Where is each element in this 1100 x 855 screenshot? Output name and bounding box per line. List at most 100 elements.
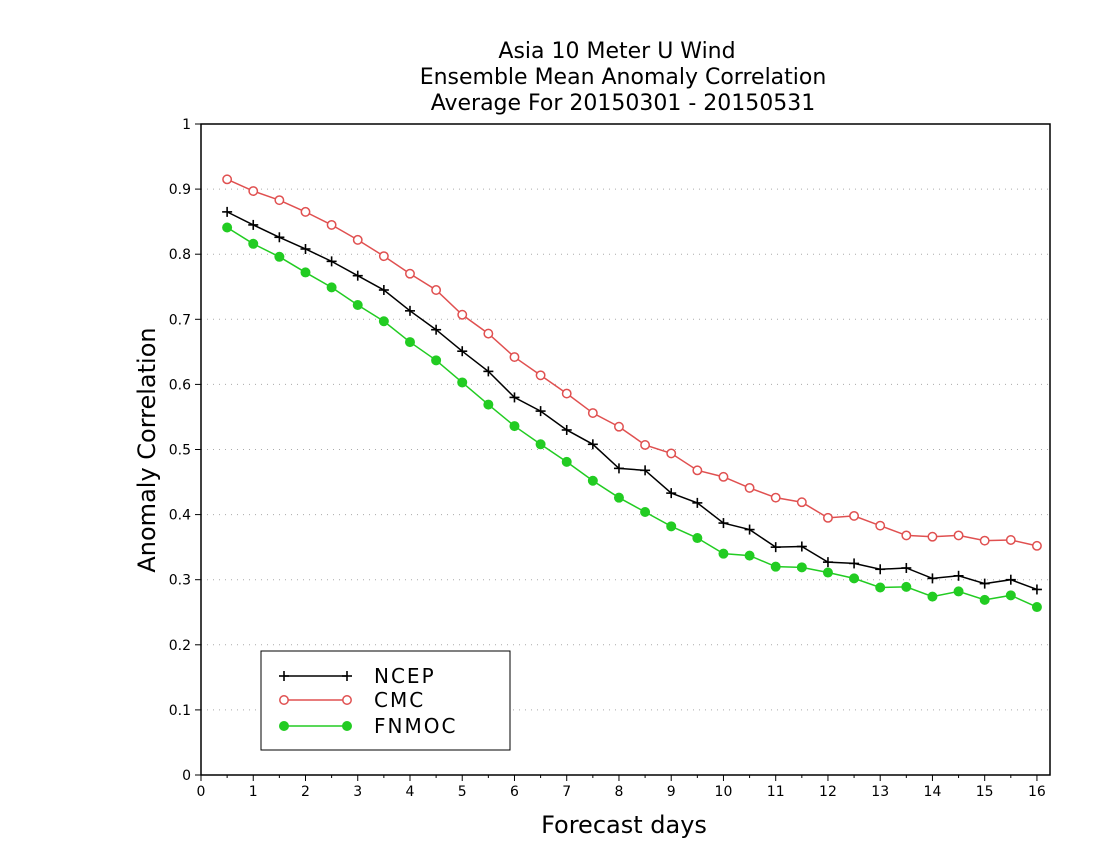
- legend-label-cmc: CMC: [374, 688, 425, 712]
- data-point-fnmoc: [535, 439, 546, 450]
- data-point-fnmoc: [927, 591, 938, 602]
- legend-marker: [279, 721, 289, 731]
- data-point-ncep: [326, 256, 337, 267]
- y-tick-label: 0.4: [169, 508, 191, 524]
- data-point-cmc: [692, 465, 703, 476]
- x-tick-label: 7: [562, 784, 571, 800]
- data-point-ncep: [378, 285, 389, 296]
- data-point-cmc: [744, 482, 755, 493]
- data-point-fnmoc: [1005, 590, 1016, 601]
- data-point-cmc: [770, 492, 781, 503]
- series-line-cmc: [226, 178, 1038, 547]
- title-line-2: Ensemble Mean Anomaly Correlation: [420, 65, 827, 90]
- y-tick-label: 0.9: [169, 182, 191, 198]
- data-point-cmc: [1031, 540, 1042, 551]
- series-line-fnmoc: [226, 226, 1038, 608]
- data-point-ncep: [483, 366, 494, 377]
- legend-marker: [342, 695, 352, 705]
- data-series: [222, 174, 1042, 613]
- legend-label-fnmoc: FNMOC: [374, 714, 457, 738]
- data-point-fnmoc: [248, 238, 259, 249]
- data-point-fnmoc: [561, 456, 572, 467]
- data-point-cmc: [300, 206, 311, 217]
- data-point-fnmoc: [692, 533, 703, 544]
- data-point-fnmoc: [744, 550, 755, 561]
- x-tick-label: 1: [249, 784, 258, 800]
- data-point-fnmoc: [404, 337, 415, 348]
- data-point-ncep: [431, 324, 442, 335]
- data-point-ncep: [300, 243, 311, 254]
- x-tick-label: 14: [924, 784, 942, 800]
- data-point-cmc: [901, 530, 912, 541]
- data-point-cmc: [1005, 535, 1016, 545]
- data-point-cmc: [849, 510, 860, 521]
- data-point-cmc: [666, 448, 677, 459]
- data-point-ncep: [849, 558, 860, 569]
- data-point-ncep: [1005, 574, 1016, 585]
- data-point-ncep: [404, 305, 415, 316]
- data-point-fnmoc: [274, 251, 285, 262]
- data-point-ncep: [509, 392, 520, 403]
- data-point-ncep: [692, 497, 703, 508]
- x-tick-label: 6: [510, 784, 519, 800]
- data-point-cmc: [614, 421, 624, 432]
- data-point-ncep: [744, 524, 755, 535]
- data-point-ncep: [901, 562, 912, 573]
- data-point-ncep: [822, 557, 833, 568]
- axis-ticks: 00.10.20.30.40.50.60.70.80.910 1 2 3 4 5 6 7 8 9 1…: [169, 117, 1046, 800]
- x-tick-label: 12: [819, 784, 837, 800]
- data-point-fnmoc: [718, 548, 729, 559]
- x-tick-label: 13: [871, 784, 889, 800]
- legend-item-ncep: NCEP: [279, 664, 434, 688]
- data-point-ncep: [587, 439, 598, 450]
- data-point-cmc: [953, 530, 964, 541]
- data-point-fnmoc: [431, 355, 442, 366]
- gridlines: [201, 188, 1050, 711]
- data-point-cmc: [274, 195, 285, 206]
- data-point-cmc: [326, 219, 337, 230]
- x-tick-label: 9: [667, 784, 676, 800]
- x-tick-label: 4: [406, 784, 415, 800]
- data-point-cmc: [431, 285, 442, 295]
- x-tick-label: 15: [976, 784, 994, 800]
- data-point-ncep: [352, 270, 363, 281]
- x-tick-label: 8: [615, 784, 624, 800]
- data-point-cmc: [561, 388, 572, 399]
- legend-marker: [342, 721, 352, 731]
- data-point-cmc: [927, 531, 938, 542]
- y-tick-label: 0.1: [169, 703, 191, 719]
- x-axis-title: Forecast days: [541, 811, 707, 839]
- y-tick-label: 0.5: [169, 443, 191, 459]
- data-point-cmc: [640, 439, 651, 450]
- data-point-fnmoc: [979, 594, 990, 605]
- data-point-fnmoc: [613, 492, 624, 503]
- data-point-cmc: [483, 328, 494, 339]
- series-line-ncep: [226, 211, 1038, 591]
- series-fnmoc: [222, 222, 1042, 613]
- data-point-fnmoc: [875, 582, 886, 593]
- data-point-cmc: [405, 268, 415, 279]
- data-point-fnmoc: [587, 475, 598, 486]
- data-point-cmc: [222, 174, 233, 185]
- data-point-ncep: [222, 206, 233, 217]
- y-tick-label: 0.8: [169, 247, 191, 263]
- data-point-fnmoc: [849, 573, 860, 584]
- data-point-ncep: [274, 232, 285, 243]
- data-point-fnmoc: [457, 377, 468, 388]
- data-point-fnmoc: [640, 506, 651, 517]
- data-point-ncep: [561, 424, 572, 435]
- data-point-cmc: [378, 251, 389, 262]
- x-tick-label: 16: [1028, 784, 1046, 800]
- data-point-cmc: [248, 186, 259, 197]
- legend-marker: [279, 695, 289, 705]
- y-tick-label: 0.7: [169, 312, 191, 328]
- data-point-ncep: [953, 570, 964, 581]
- data-point-fnmoc: [509, 421, 520, 432]
- data-point-fnmoc: [770, 561, 781, 572]
- y-tick-label: 1: [182, 117, 191, 133]
- title-line-1: Asia 10 Meter U Wind: [498, 39, 735, 64]
- y-tick-label: 0.3: [169, 573, 191, 589]
- data-point-fnmoc: [300, 267, 311, 278]
